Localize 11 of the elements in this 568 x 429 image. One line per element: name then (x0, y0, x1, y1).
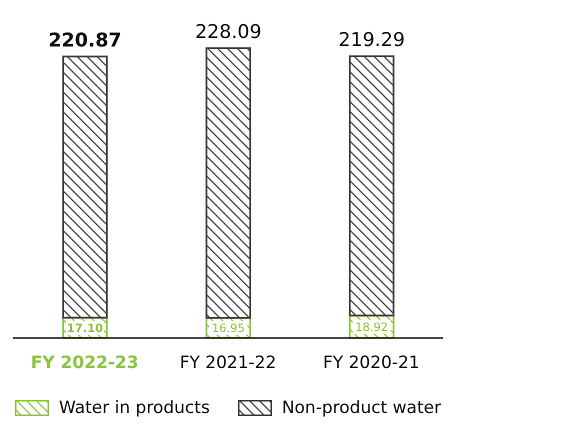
x-tick-label: FY 2021-22 (180, 353, 276, 373)
data-label: 220.87 (48, 29, 122, 52)
data-label: 16.95 (212, 320, 245, 335)
x-tick-label: FY 2022-23 (30, 353, 139, 373)
data-label: 219.29 (338, 29, 405, 52)
data-label: 18.92 (355, 320, 388, 334)
x-tick-label: FY 2020-21 (323, 353, 420, 373)
data-label: 228.09 (195, 21, 262, 43)
legend-label: Water in products (59, 398, 210, 418)
data-label: 17.10 (66, 320, 104, 335)
legend-label: Non-product water (282, 398, 442, 418)
